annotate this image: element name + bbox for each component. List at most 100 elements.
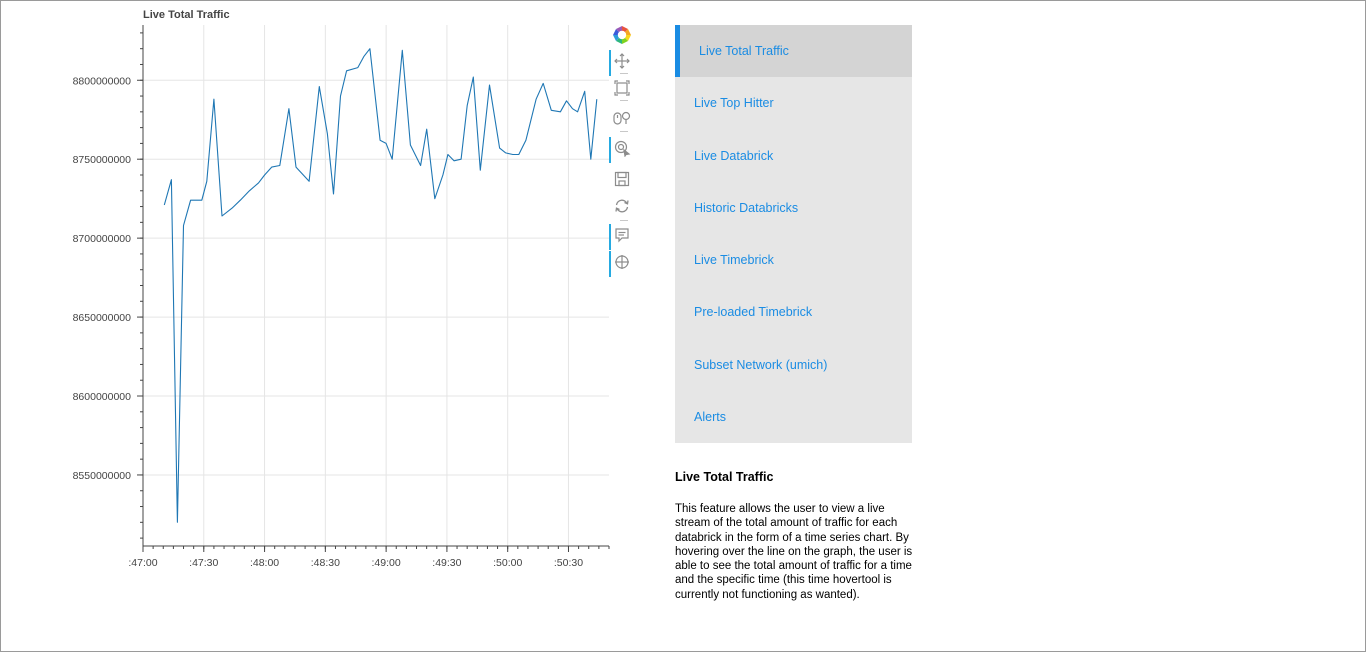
data-point [169, 177, 174, 182]
data-point [516, 152, 521, 157]
y-tick-label: 8800000000 [73, 75, 132, 87]
data-point [534, 97, 539, 102]
data-point [440, 173, 445, 178]
menu-item-subset-network[interactable]: Subset Network (umich) [675, 339, 912, 391]
data-point [424, 127, 429, 132]
data-point [317, 84, 322, 89]
data-point [331, 191, 336, 196]
data-point [541, 81, 546, 86]
menu-item-historic-databricks[interactable]: Historic Databricks [675, 182, 912, 234]
nav-menu: Live Total Traffic Live Top Hitter Live … [675, 25, 912, 443]
bokeh-logo-icon[interactable] [608, 24, 636, 46]
toolbar-separator [620, 131, 628, 132]
data-point [465, 103, 470, 108]
x-tick-label: :49:00 [372, 557, 401, 569]
toolbar-separator [620, 100, 628, 101]
data-point [497, 146, 502, 151]
data-point [338, 94, 343, 99]
y-tick-label: 8750000000 [73, 154, 132, 166]
menu-item-label: Alerts [694, 409, 726, 424]
data-point [594, 97, 599, 102]
data-point [378, 138, 383, 143]
data-point [418, 163, 423, 168]
x-tick-label: :50:30 [554, 557, 583, 569]
data-point [269, 165, 274, 170]
menu-item-label: Live Timebrick [694, 253, 774, 268]
data-point [452, 158, 457, 163]
plot-toolbar [608, 24, 636, 284]
y-tick-label: 8550000000 [73, 470, 132, 482]
toolbar-separator [620, 73, 628, 74]
data-point [487, 83, 492, 88]
data-point [325, 131, 330, 136]
menu-item-label: Subset Network (umich) [694, 357, 828, 372]
x-tick-label: :47:00 [128, 557, 157, 569]
data-point [582, 89, 587, 94]
menu-item-live-top-hitter[interactable]: Live Top Hitter [675, 77, 912, 129]
menu-item-label: Pre-loaded Timebrick [694, 305, 813, 320]
series-line [163, 48, 598, 523]
data-point [570, 106, 575, 111]
data-point [367, 46, 372, 51]
menu-item-label: Live Total Traffic [699, 44, 789, 59]
data-point [558, 109, 563, 114]
data-point [361, 54, 366, 59]
menu-item-label: Live Databrick [694, 148, 774, 163]
data-point [211, 97, 216, 102]
data-point [549, 108, 554, 113]
grid-lines [142, 25, 609, 546]
menu-item-live-databrick[interactable]: Live Databrick [675, 130, 912, 182]
y-tick-label: 8650000000 [73, 312, 132, 324]
reset-icon[interactable] [608, 195, 636, 217]
data-point [471, 75, 476, 80]
data-point [588, 157, 593, 162]
data-point [175, 520, 180, 525]
data-point [204, 179, 209, 184]
data-point [344, 68, 349, 73]
data-point [355, 65, 360, 70]
save-icon[interactable] [608, 168, 636, 190]
menu-item-label: Historic Databricks [694, 200, 799, 215]
data-point [390, 157, 395, 162]
menu-item-live-timebrick[interactable]: Live Timebrick [675, 234, 912, 286]
pan-icon[interactable] [608, 50, 636, 76]
crosshair-icon[interactable] [608, 251, 636, 277]
toolbar-separator [620, 220, 628, 221]
data-point [445, 152, 450, 157]
x-tick-label: :49:30 [432, 557, 461, 569]
description-title: Live Total Traffic [675, 470, 774, 484]
data-point [478, 168, 483, 173]
data-point [432, 196, 437, 201]
menu-item-pre-loaded-timebrick[interactable]: Pre-loaded Timebrick [675, 286, 912, 338]
x-tick-label: :48:00 [250, 557, 279, 569]
data-point [459, 157, 464, 162]
wheel-zoom-icon[interactable] [608, 107, 636, 129]
menu-item-alerts[interactable]: Alerts [675, 391, 912, 443]
data-point [384, 141, 389, 146]
data-point [181, 223, 186, 228]
data-point [199, 198, 204, 203]
tap-select-icon[interactable] [608, 137, 636, 163]
data-point [564, 98, 569, 103]
data-point [286, 106, 291, 111]
data-point [230, 206, 235, 211]
menu-item-live-total-traffic[interactable]: Live Total Traffic [675, 25, 912, 78]
plot-title: Live Total Traffic [143, 9, 230, 21]
data-point [256, 180, 261, 185]
data-point [262, 173, 267, 178]
data-point [575, 109, 580, 114]
data-point [277, 163, 282, 168]
x-tick-label: :50:00 [493, 557, 522, 569]
y-tick-label: 8700000000 [73, 233, 132, 245]
data-point [408, 143, 413, 148]
hover-icon[interactable] [608, 224, 636, 250]
data-point [400, 48, 405, 53]
data-point [510, 152, 515, 157]
x-tick-label: :48:30 [311, 557, 340, 569]
box-zoom-icon[interactable] [608, 77, 636, 99]
description-body: This feature allows the user to view a l… [675, 503, 913, 601]
data-point [294, 165, 299, 170]
line-chart[interactable]: 8550000000 8600000000 8650000000 8700000000… [0, 0, 650, 600]
data-point [188, 198, 193, 203]
data-point [162, 203, 167, 208]
